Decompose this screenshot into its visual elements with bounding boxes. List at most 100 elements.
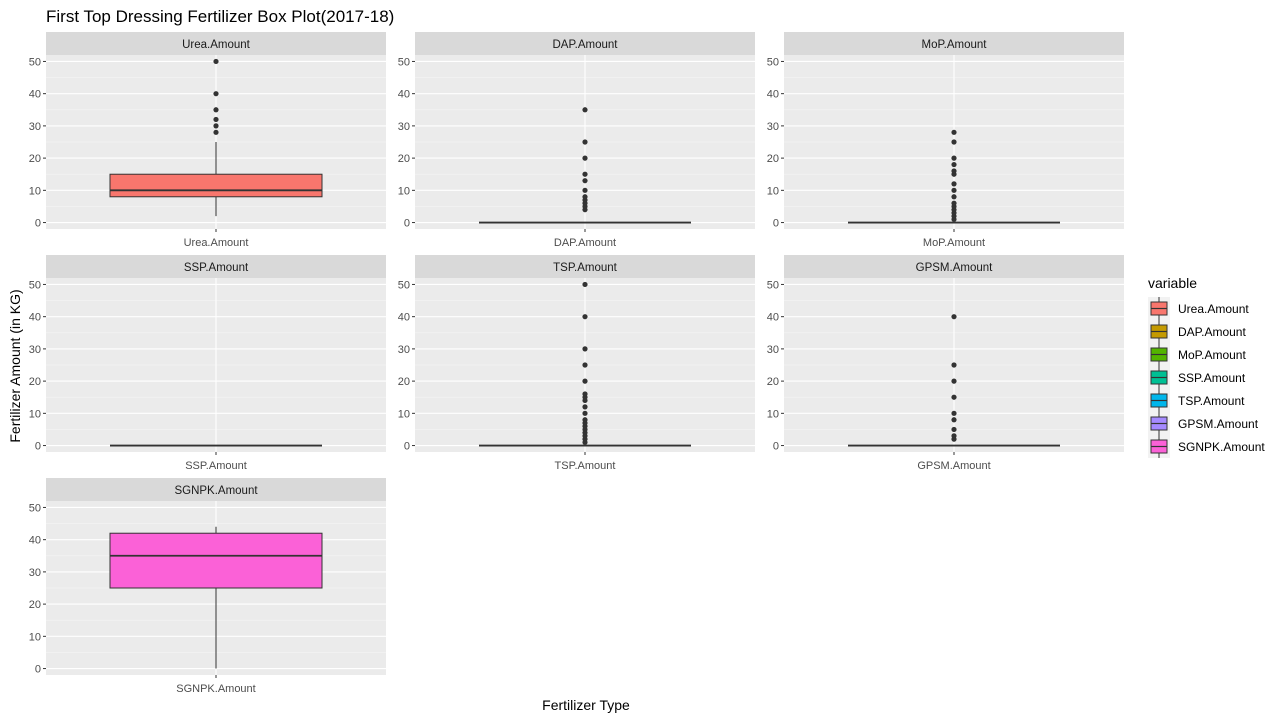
outlier-point xyxy=(951,168,957,174)
legend-label: SSP.Amount xyxy=(1178,371,1246,385)
y-tick-label: 0 xyxy=(404,218,410,230)
facet-strip xyxy=(415,255,755,278)
legend-label: TSP.Amount xyxy=(1178,394,1245,408)
y-tick-label: 30 xyxy=(398,121,410,133)
outlier-point xyxy=(951,394,957,400)
outlier-point xyxy=(951,194,957,200)
y-tick-label: 20 xyxy=(29,376,41,388)
y-tick-label: 10 xyxy=(767,408,779,420)
y-tick-label: 10 xyxy=(29,408,41,420)
y-tick-label: 30 xyxy=(398,344,410,356)
outlier-point xyxy=(213,123,219,129)
x-axis-title: Fertilizer Type xyxy=(542,697,630,713)
legend-label: SGNPK.Amount xyxy=(1178,440,1265,454)
outlier-point xyxy=(582,187,588,193)
outlier-point xyxy=(582,139,588,145)
legend-label: GPSM.Amount xyxy=(1178,417,1259,431)
outlier-point xyxy=(213,91,219,97)
y-tick-label: 40 xyxy=(29,89,41,101)
y-tick-label: 0 xyxy=(35,218,41,230)
y-tick-label: 20 xyxy=(398,153,410,165)
panel-Urea.Amount: Urea.Amount 0 10 20 30 40 50 Urea.Amount xyxy=(29,32,386,249)
y-tick-label: 10 xyxy=(767,185,779,197)
y-tick-label: 10 xyxy=(29,631,41,643)
y-tick-label: 30 xyxy=(29,567,41,579)
legend-item-Urea.Amount: Urea.Amount xyxy=(1148,297,1249,320)
facet-strip xyxy=(415,32,755,55)
x-tick-label: TSP.Amount xyxy=(555,460,616,472)
y-tick-label: 40 xyxy=(767,312,779,324)
y-tick-label: 0 xyxy=(773,441,779,453)
y-tick-label: 20 xyxy=(767,376,779,388)
x-tick-label: Urea.Amount xyxy=(184,237,249,249)
facet-strip xyxy=(46,478,386,501)
y-tick-label: 0 xyxy=(404,441,410,453)
y-tick-label: 30 xyxy=(767,344,779,356)
outlier-point xyxy=(582,281,588,288)
panel-DAP.Amount: DAP.Amount 0 10 20 30 40 50 DAP.Amount xyxy=(398,32,755,249)
legend-item-SSP.Amount: SSP.Amount xyxy=(1148,366,1246,389)
panel-SGNPK.Amount: SGNPK.Amount 0 10 20 30 40 50 SGNPK.Amount xyxy=(29,478,386,695)
outlier-point xyxy=(951,139,957,145)
legend: variable Urea.Amount DAP.Amount MoP.Amount… xyxy=(1148,275,1265,458)
legend-item-TSP.Amount: TSP.Amount xyxy=(1148,389,1245,412)
y-tick-label: 0 xyxy=(773,218,779,230)
y-tick-label: 30 xyxy=(767,121,779,133)
y-tick-label: 10 xyxy=(398,408,410,420)
facet-strip xyxy=(46,255,386,278)
facet-strip-label: TSP.Amount xyxy=(553,262,618,274)
legend-item-GPSM.Amount: GPSM.Amount xyxy=(1148,412,1259,435)
outlier-point xyxy=(582,155,588,161)
y-tick-label: 40 xyxy=(29,312,41,324)
facet-strip xyxy=(784,32,1124,55)
outlier-point xyxy=(582,107,588,113)
outlier-point xyxy=(582,362,588,368)
legend-item-DAP.Amount: DAP.Amount xyxy=(1148,320,1246,343)
outlier-point xyxy=(951,129,957,135)
outlier-point xyxy=(582,404,588,410)
legend-title: variable xyxy=(1148,275,1197,291)
legend-item-SGNPK.Amount: SGNPK.Amount xyxy=(1148,435,1265,458)
y-tick-label: 40 xyxy=(398,89,410,101)
y-tick-label: 30 xyxy=(29,344,41,356)
chart-title: First Top Dressing Fertilizer Box Plot(2… xyxy=(46,7,394,26)
outlier-point xyxy=(951,362,957,368)
outlier-point xyxy=(951,187,957,193)
y-tick-label: 40 xyxy=(29,535,41,547)
facet-strip xyxy=(784,255,1124,278)
y-tick-label: 50 xyxy=(767,56,779,68)
outlier-point xyxy=(213,58,219,65)
facet-strip-label: GPSM.Amount xyxy=(916,262,993,274)
outlier-point xyxy=(582,391,588,397)
y-tick-label: 50 xyxy=(767,279,779,291)
x-tick-label: GPSM.Amount xyxy=(917,460,990,472)
legend-item-MoP.Amount: MoP.Amount xyxy=(1148,343,1246,366)
outlier-point xyxy=(951,200,957,206)
outlier-point xyxy=(951,433,957,439)
outlier-point xyxy=(582,194,588,200)
y-tick-label: 20 xyxy=(29,599,41,611)
facet-strip-label: DAP.Amount xyxy=(553,39,619,51)
facet-strip-label: SGNPK.Amount xyxy=(174,485,258,497)
y-tick-label: 50 xyxy=(398,279,410,291)
outlier-point xyxy=(951,181,957,187)
y-tick-label: 50 xyxy=(29,56,41,68)
outlier-point xyxy=(582,171,588,177)
y-tick-label: 50 xyxy=(29,502,41,514)
x-tick-label: DAP.Amount xyxy=(554,237,616,249)
outlier-point xyxy=(213,116,219,123)
legend-label: MoP.Amount xyxy=(1178,348,1246,362)
outlier-point xyxy=(951,417,957,423)
legend-label: Urea.Amount xyxy=(1178,302,1249,316)
legend-label: DAP.Amount xyxy=(1178,325,1246,339)
outlier-point xyxy=(213,107,219,113)
panel-GPSM.Amount: GPSM.Amount 0 10 20 30 40 50 GPSM.Amount xyxy=(767,255,1124,472)
facet-panels: Urea.Amount 0 10 20 30 40 50 Urea.Amount DAP.Amo… xyxy=(29,32,1124,695)
facet-strip-label: MoP.Amount xyxy=(922,39,988,51)
outlier-point xyxy=(951,378,957,384)
y-axis-title: Fertilizer Amount (in KG) xyxy=(7,289,23,442)
outlier-point xyxy=(582,178,588,184)
y-tick-label: 20 xyxy=(398,376,410,388)
y-tick-label: 10 xyxy=(29,185,41,197)
